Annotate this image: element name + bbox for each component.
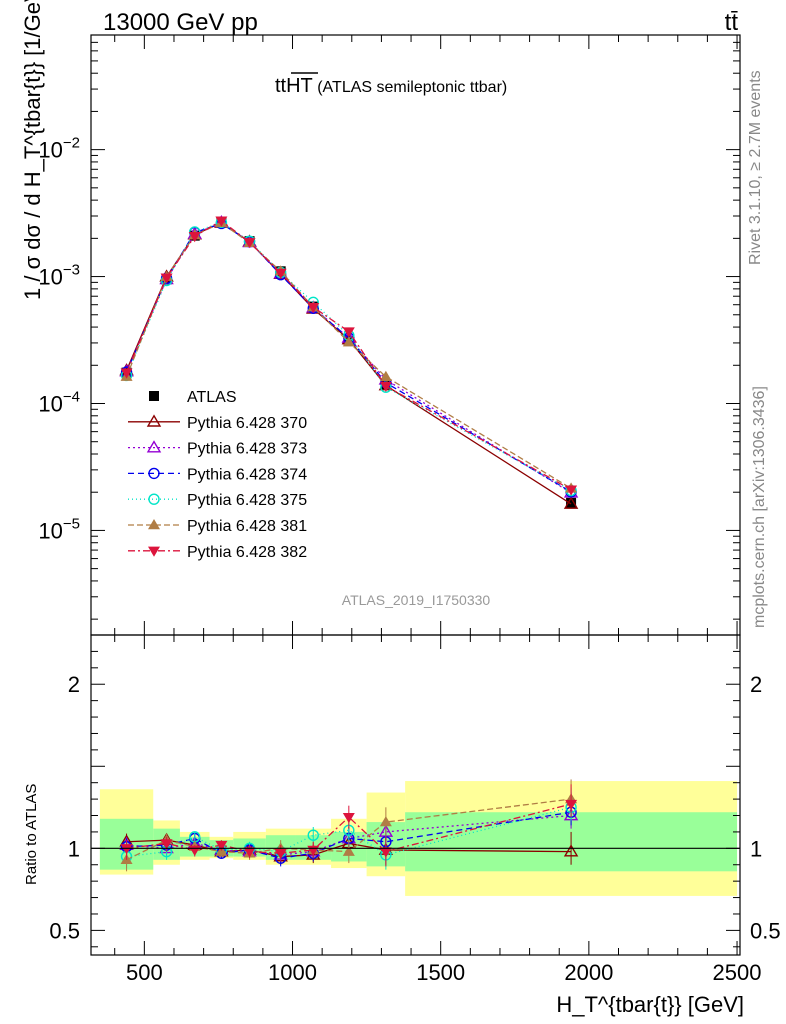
series-point-382 [379,381,392,393]
series-point-382 [188,232,201,243]
legend-label-373: Pythia 6.428 373 [187,441,307,458]
series-point-382 [243,238,256,249]
series-point-382 [342,327,355,338]
ratio-point-381 [379,816,392,827]
ratio-point-382 [243,847,256,858]
ratio-line-381 [126,798,572,861]
legend-label-370: Pythia 6.428 370 [187,415,307,432]
y-tick-label: 10−3 [38,262,80,290]
ratio-frame [90,634,741,956]
ratio-point-382 [274,849,287,860]
y-tick-mantissa: 10 [38,265,62,290]
x-tick-label: 1500 [416,960,465,985]
legend-label-382: Pythia 6.428 382 [187,544,307,561]
y-tick-label: 10−4 [38,388,80,416]
x-tick-label: 500 [126,960,163,985]
y-tick-mantissa: 10 [38,391,62,416]
ratio-line-382 [126,803,572,854]
series-line-370 [125,222,572,505]
ratio-point-370 [563,844,579,857]
ratio-y-tick-label-right: 1 [750,836,762,861]
main-series-group [119,214,579,509]
chart-title-main: ttHT [275,75,313,97]
legend-marker-374 [148,467,160,480]
x-tick-label: 1000 [268,960,317,985]
y-tick-exponent: −4 [63,388,80,405]
ratio-point-381 [342,845,355,856]
series-point-381 [379,370,392,381]
legend-label-381: Pythia 6.428 381 [187,518,307,535]
legend-label-ATLAS: ATLAS [187,389,237,406]
series-point-382 [215,216,228,227]
series-point-382 [160,273,173,284]
series-line-381 [125,222,572,489]
series-point-382 [120,368,133,379]
legend-marker-375 [148,493,160,505]
ratio-point-382 [342,812,355,824]
atlas-data-point [566,497,577,508]
ratio-point-382 [215,840,228,852]
ratio-y-tick-label-right: 2 [750,672,762,697]
ratio-y-tick-label-right: 0.5 [750,918,781,943]
y-tick-mantissa: 10 [38,138,62,163]
series-point-382 [274,268,287,279]
x-tick-label: 2500 [713,960,762,985]
ratio-y-tick-label: 2 [68,672,80,697]
y-tick-exponent: −2 [63,135,80,152]
legend: ATLAS Pythia 6.428 370 Pythia 6.428 373 Pyt… [128,389,307,561]
y-tick-mantissa: 10 [38,518,62,543]
x-axis-label: H_T^{tbar{t}} [GeV] [556,992,744,1017]
header-left: 13000 GeV pp [103,9,258,36]
rivet-version: Rivet 3.1.10, ≥ 2.7M events [747,70,764,265]
legend-marker-382 [148,546,160,557]
y-tick-exponent: −5 [63,515,80,532]
x-tick-label: 2000 [564,960,613,985]
ratio-point-382 [565,799,578,811]
series-point-370 [563,496,579,509]
series-point-381 [342,336,355,347]
ratio-line-375 [126,806,572,858]
ratio-line-374 [126,811,572,859]
analysis-id: ATLAS_2019_I1750330 [342,592,491,608]
header-right: tt̄ [725,9,739,36]
series-line-382 [125,219,572,491]
ratio-y-tick-label: 1 [68,836,80,861]
y-tick-label: 10−2 [38,135,80,163]
ratio-point-375 [307,829,319,841]
legend-label-375: Pythia 6.428 375 [187,492,307,509]
legend-label-374: Pythia 6.428 374 [187,466,307,483]
ratio-line-373 [126,814,572,856]
y-tick-label: 10−5 [38,515,80,543]
legend-marker-370 [146,414,162,427]
y-axis-label: 1 / σ dσ / d H_T^{tbar{t}} [1/GeV] [20,0,45,300]
y-tick-exponent: −3 [63,262,80,279]
chart-title-sub: (ATLAS semileptonic ttbar) [313,79,507,96]
chart-title: ttHT (ATLAS semileptonic ttbar) [275,75,507,97]
mcplots-credit: mcplots.cern.ch [arXiv:1306.3436] [751,386,768,628]
ratio-point-382 [120,844,133,855]
legend-marker-381 [148,519,160,530]
ratio-y-tick-label: 0.5 [49,918,80,943]
series-point-382 [307,302,320,314]
legend-marker-373 [146,440,162,453]
series-point-382 [565,485,578,496]
ratio-y-axis-label: Ratio to ATLAS [23,784,40,885]
legend-marker-ATLAS [149,391,159,401]
ratio-series-group [91,779,740,872]
ratio-point-382 [160,839,173,850]
ratio-point-382 [379,847,392,858]
